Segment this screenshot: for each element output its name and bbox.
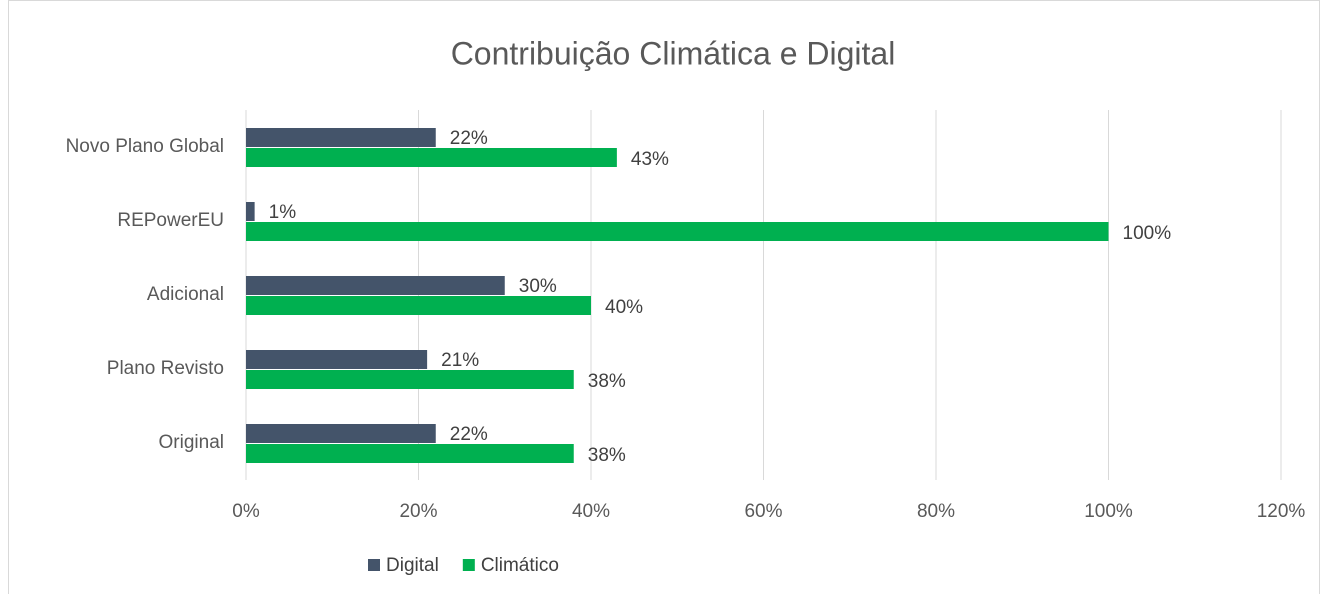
x-tick-label: 0% — [232, 501, 260, 522]
chart-border — [8, 0, 1320, 594]
bar — [246, 202, 255, 221]
bar — [246, 296, 591, 315]
x-tick-label: 80% — [917, 501, 955, 522]
x-tick-label: 60% — [744, 501, 782, 522]
legend-label: Digital — [386, 555, 439, 576]
legend-swatch — [462, 559, 475, 571]
data-label: 40% — [605, 297, 643, 318]
legend-label: Climático — [481, 555, 559, 576]
y-tick-label: Novo Plano Global — [66, 136, 224, 157]
data-label: 22% — [450, 424, 488, 445]
y-tick-label: Original — [159, 432, 224, 453]
bar — [246, 148, 617, 167]
bar — [246, 370, 574, 389]
data-label: 100% — [1123, 223, 1172, 244]
bar — [246, 222, 1109, 241]
data-label: 1% — [269, 202, 297, 223]
data-label: 30% — [519, 276, 557, 297]
legend-swatch — [368, 559, 380, 571]
x-tick-label: 20% — [399, 501, 437, 522]
chart-title: Contribuição Climática e Digital — [451, 35, 896, 71]
y-tick-label: Adicional — [147, 284, 224, 305]
data-label: 22% — [450, 128, 488, 149]
bar — [246, 350, 428, 369]
x-tick-label: 120% — [1257, 501, 1306, 522]
y-tick-label: Plano Revisto — [107, 358, 224, 379]
data-label: 43% — [631, 149, 669, 170]
bar — [246, 424, 436, 443]
bar — [246, 128, 436, 147]
data-label: 21% — [441, 350, 479, 371]
bar — [246, 276, 505, 295]
bar — [246, 444, 574, 463]
data-label: 38% — [588, 371, 626, 392]
data-label: 38% — [588, 445, 626, 466]
x-tick-label: 100% — [1084, 501, 1133, 522]
y-tick-label: REPowerEU — [117, 210, 224, 231]
x-tick-label: 40% — [572, 501, 610, 522]
